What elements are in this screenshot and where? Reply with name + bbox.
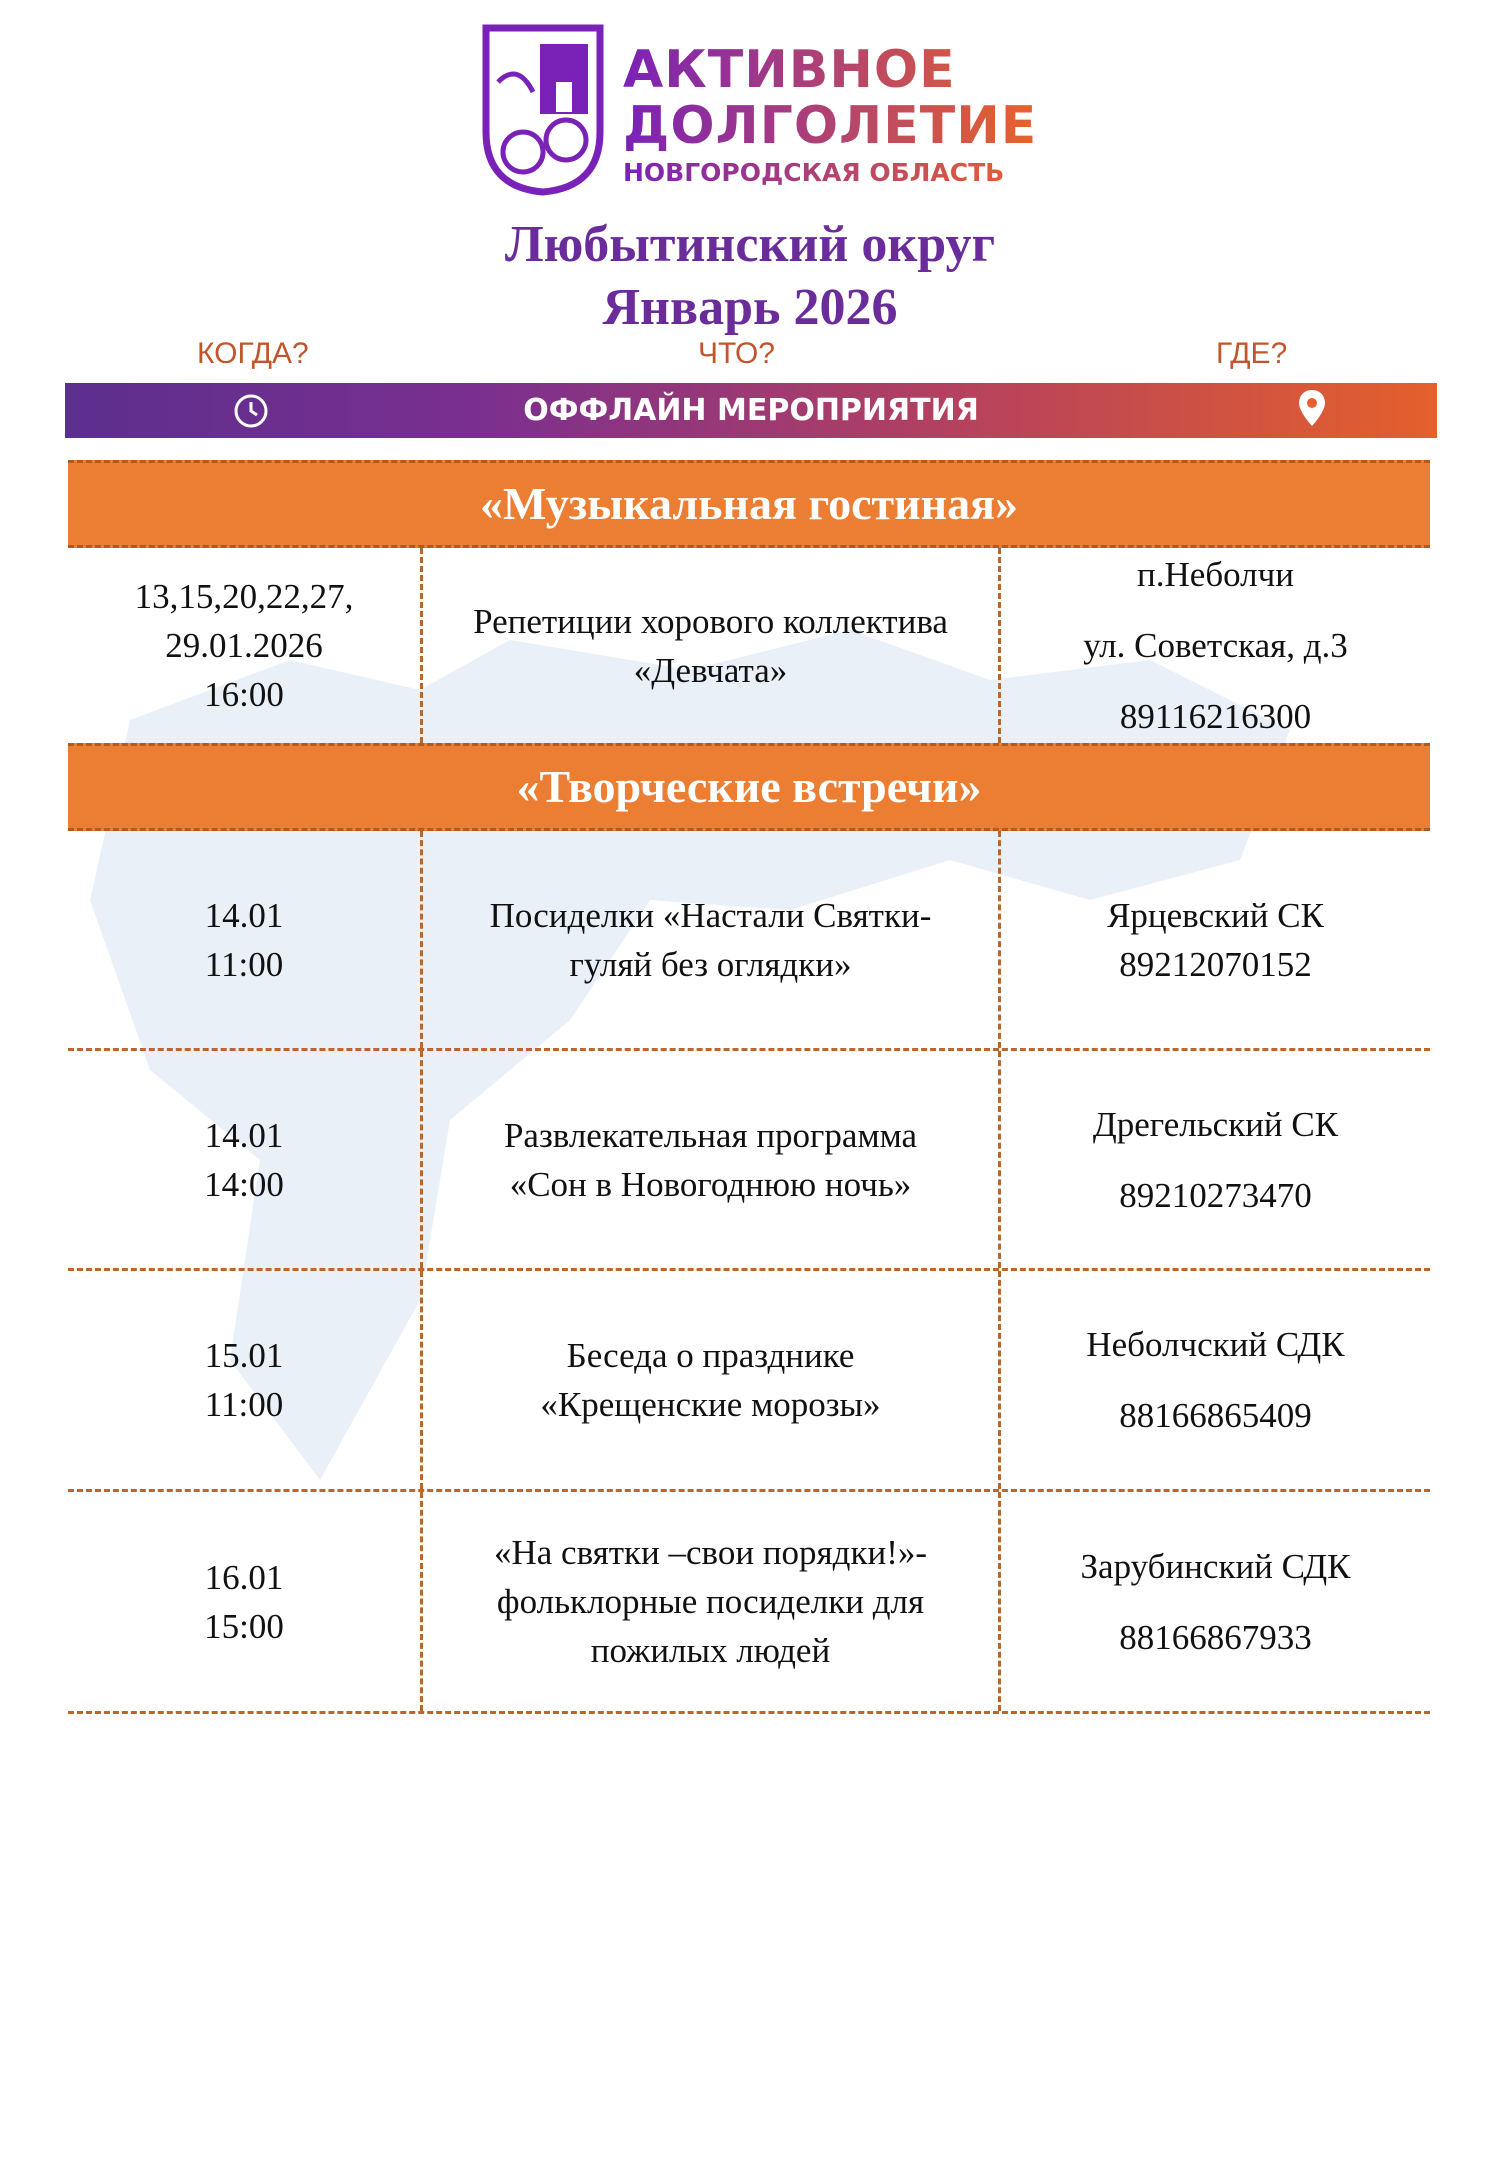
offline-events-banner: ОФФЛАЙН МЕРОПРИЯТИЯ: [65, 383, 1437, 438]
event-what: Развлекательная программа «Сон в Новогодн…: [423, 1051, 1001, 1268]
logo-line1: АКТИВНОЕ: [623, 42, 1037, 98]
event-where: Неболчский СДК 88166865409: [1001, 1271, 1430, 1489]
event-when-line: 29.01.2026: [165, 626, 323, 665]
event-where: Ярцевский СК 89212070152: [1001, 831, 1430, 1048]
event-where-line: 88166865409: [1119, 1396, 1312, 1435]
logo-line3: НОВГОРОДСКАЯ ОБЛАСТЬ: [623, 158, 1037, 187]
column-label-where: ГДЕ?: [1216, 337, 1288, 370]
event-when: 14.01 11:00: [68, 831, 423, 1048]
event-where: Зарубинский СДК 88166867933: [1001, 1492, 1430, 1711]
event-when-line: 14:00: [204, 1164, 284, 1204]
event-what-line: «На святки –свои порядки!»-: [493, 1533, 928, 1572]
event-what-line: «Сон в Новогоднюю ночь»: [509, 1164, 912, 1204]
section-header: «Творческие встречи»: [68, 743, 1430, 831]
event-when-line: 15.01: [204, 1336, 284, 1375]
event-what: Беседа о празднике «Крещенские морозы»: [423, 1271, 1001, 1489]
event-when-line: 11:00: [204, 1385, 284, 1424]
page-title: Любытинский округ: [504, 216, 996, 273]
event-what-line: Беседа о празднике: [566, 1336, 855, 1375]
column-label-what: ЧТО?: [698, 337, 775, 370]
event-where: Дрегельский СК 89210273470: [1001, 1051, 1430, 1268]
event-what-line: пожилых людей: [590, 1631, 831, 1670]
event-where-line: 89210273470: [1119, 1175, 1312, 1215]
event-where: п.Неболчи ул. Советская, д.3 89116216300: [1001, 548, 1430, 743]
events-table: «Музыкальная гостиная» 13,15,20,22,27, 29.…: [68, 460, 1430, 1714]
event-where-line: 89212070152: [1119, 944, 1312, 984]
event-where-line: Ярцевский СК: [1107, 895, 1324, 935]
event-where-line: Неболчский СДК: [1086, 1325, 1345, 1364]
location-pin-icon: [1299, 390, 1325, 426]
event-when-line: 14.01: [204, 1115, 284, 1155]
banner-label: ОФФЛАЙН МЕРОПРИЯТИЯ: [523, 393, 979, 428]
event-what: Посиделки «Настали Святки-гуляй без огля…: [423, 831, 1001, 1048]
event-row: 15.01 11:00 Беседа о празднике «Крещенские …: [68, 1271, 1430, 1492]
clock-icon: [234, 394, 268, 428]
event-row: 14.01 11:00 Посиделки «Настали Святки-гуля…: [68, 831, 1430, 1051]
column-label-when: КОГДА?: [197, 337, 309, 370]
event-row: 16.01 15:00 «На святки –свои порядки!»- фол…: [68, 1492, 1430, 1714]
section-header: «Музыкальная гостиная»: [68, 460, 1430, 548]
event-when: 13,15,20,22,27, 29.01.2026 16:00: [68, 548, 423, 743]
event-what-line: Посиделки «Настали Святки-: [489, 895, 932, 935]
event-when-line: 13,15,20,22,27,: [134, 577, 354, 616]
event-what: Репетиции хорового коллектива «Девчата»: [423, 548, 1001, 743]
active-longevity-logo: АКТИВНОЕ ДОЛГОЛЕТИЕ НОВГОРОДСКАЯ ОБЛАСТЬ: [478, 22, 1038, 202]
event-where-line: 88166867933: [1119, 1617, 1312, 1657]
region-map-background: [90, 630, 1290, 1480]
event-where-line: 89116216300: [1119, 697, 1312, 736]
event-where-line: Дрегельский СК: [1092, 1104, 1339, 1144]
event-row: 13,15,20,22,27, 29.01.2026 16:00 Репетиции …: [68, 548, 1430, 743]
event-what-line: Развлекательная программа: [503, 1115, 918, 1155]
logo-line2: ДОЛГОЛЕТИЕ: [623, 96, 1038, 156]
event-when-line: 16.01: [204, 1557, 284, 1597]
logo-emblem-icon: [482, 24, 604, 196]
event-when: 14.01 14:00: [68, 1051, 423, 1268]
event-row: 14.01 14:00 Развлекательная программа «Сон …: [68, 1051, 1430, 1271]
event-where-line: ул. Советская, д.3: [1083, 626, 1348, 665]
event-when-line: 15:00: [204, 1606, 284, 1646]
event-when: 15.01 11:00: [68, 1271, 423, 1489]
event-what-line: Репетиции хорового коллектива: [473, 601, 948, 641]
event-what: «На святки –свои порядки!»- фольклорные п…: [423, 1492, 1001, 1711]
event-when: 16.01 15:00: [68, 1492, 423, 1711]
event-what-line: гуляй без оглядки»: [569, 944, 852, 984]
event-where-line: п.Неболчи: [1137, 555, 1294, 594]
page-subtitle: Январь 2026: [602, 279, 898, 336]
event-what-line: фольклорные посиделки для: [496, 1582, 925, 1621]
event-what-line: «Девчата»: [633, 650, 788, 690]
event-when-line: 16:00: [204, 675, 284, 714]
event-when-line: 11:00: [204, 944, 284, 984]
event-where-line: Зарубинский СДК: [1080, 1546, 1351, 1586]
event-when-line: 14.01: [204, 895, 284, 935]
event-what-line: «Крещенские морозы»: [540, 1385, 881, 1424]
